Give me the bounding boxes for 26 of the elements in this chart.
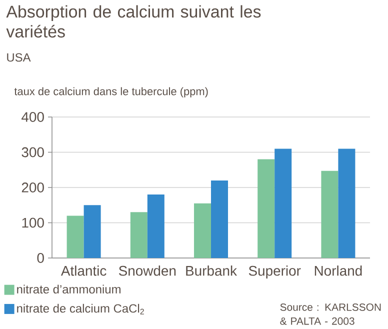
bar [321, 170, 338, 258]
chart-title: Absorption de calcium suivant les variétés [6, 5, 261, 38]
y-tick-label: 300 [22, 147, 44, 158]
bar [338, 148, 356, 258]
bar [147, 194, 164, 258]
x-tick-label: Norland [314, 266, 362, 276]
y-tick-label: 200 [22, 182, 44, 192]
bar [84, 205, 101, 258]
y-tick-label: 400 [22, 112, 44, 122]
chart-subtitle: USA [7, 53, 31, 62]
x-tick-label: Superior [248, 266, 301, 279]
y-tick-label: 100 [22, 218, 44, 228]
x-tick-label: Burbank [186, 266, 237, 276]
bar [130, 212, 148, 258]
bar [194, 203, 211, 258]
bar [211, 180, 228, 258]
y-axis-title: taux de calcium dans le tubercule (ppm) [14, 87, 208, 98]
x-tick-label: Snowden [118, 266, 176, 276]
legend-label: nitrate d’ammonium [17, 284, 120, 294]
x-tick-label: Atlantic [60, 266, 106, 276]
bar [274, 148, 292, 258]
bar [258, 159, 275, 258]
source-note: Source : KARLSSON & PALTA - 2003 [280, 303, 381, 325]
y-tick-label: 0 [37, 253, 44, 263]
bar [66, 216, 84, 258]
legend-label: nitrate de calcium CaCl$_{2}$ [17, 304, 144, 314]
